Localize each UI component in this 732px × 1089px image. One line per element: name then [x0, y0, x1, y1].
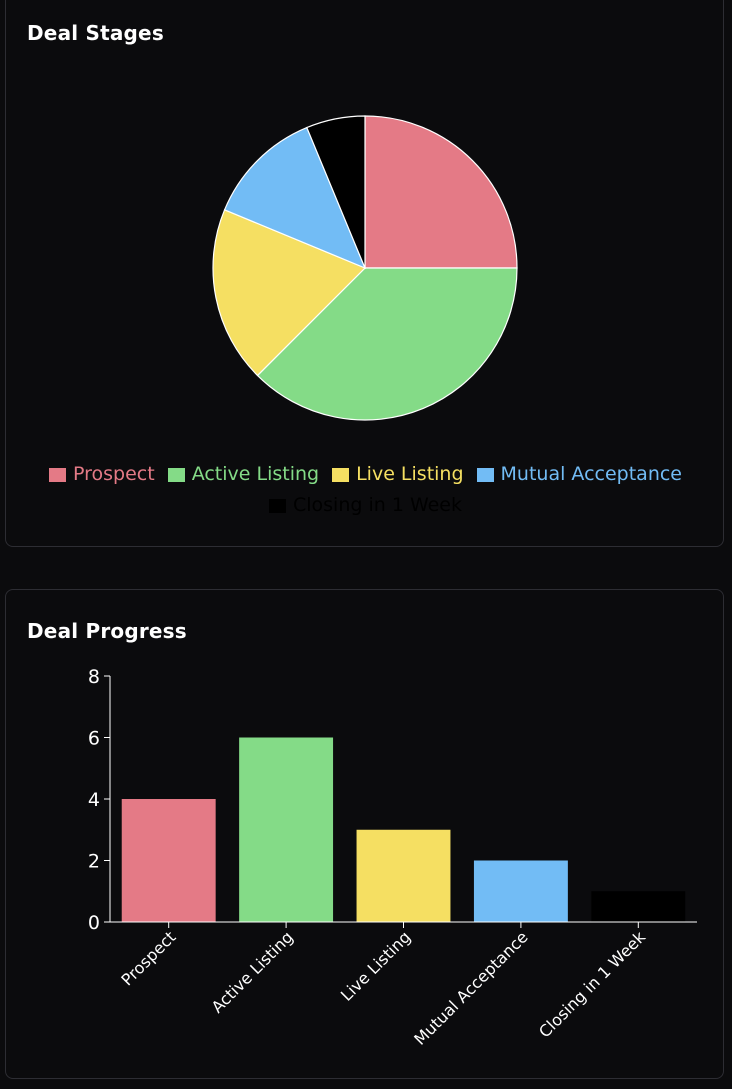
deal-progress-card: Deal Progress 0 2 4 6 8 Prospect Active Listin… [5, 589, 724, 1079]
pie-slice-live-listing[interactable] [212, 209, 367, 377]
legend-label: Live Listing [356, 463, 464, 485]
legend-swatch [268, 498, 286, 513]
pie-slice-mutual-acceptance[interactable] [223, 126, 367, 270]
deal-stages-title: Deal Stages [27, 21, 164, 45]
legend-item-closing-in-1-week[interactable]: Closing in 1 Week [268, 494, 463, 517]
legend-label: Closing in 1 Week [292, 494, 463, 516]
deal-stages-card: Deal Stages Prospect Active Listing Live L… [5, 0, 724, 547]
legend-label: Mutual Acceptance [500, 463, 682, 485]
deal-progress-title: Deal Progress [27, 619, 187, 643]
pie-slice-prospect[interactable] [364, 115, 518, 269]
legend-label: Prospect [73, 463, 155, 485]
bar-active-listing[interactable] [239, 737, 334, 923]
legend-swatch [332, 467, 350, 482]
legend-item-mutual-acceptance[interactable]: Mutual Acceptance [476, 463, 682, 486]
x-tick-label-prospect: Prospect [117, 927, 179, 989]
legend-swatch [167, 467, 185, 482]
bar-live-listing[interactable] [356, 829, 451, 922]
y-axis: 0 2 4 6 8 [88, 666, 111, 934]
legend-label: Active Listing [191, 463, 320, 485]
deal-progress-bar-chart: 0 2 4 6 8 Prospect Active Listing Live ListingM… [88, 666, 697, 1049]
bar-mutual-acceptance[interactable] [473, 860, 568, 923]
x-tick-label-live-listing: Live Listing [337, 927, 414, 1004]
y-tick-label: 8 [88, 666, 100, 688]
pie-slice-closing-in-1-week[interactable] [306, 115, 366, 269]
legend-swatch [476, 467, 494, 482]
y-tick-label: 4 [88, 789, 100, 811]
x-axis: Prospect Active Listing Live ListingMutual… [110, 921, 697, 1049]
x-tick-label-active-listing: Active Listing [208, 927, 297, 1016]
deal-stages-pie-chart [212, 115, 518, 421]
x-tick-label-closing-in-1-week: Closing in 1 Week [535, 927, 650, 1042]
legend-item-active-listing[interactable]: Active Listing [167, 463, 320, 486]
legend-item-prospect[interactable]: Prospect [49, 463, 155, 486]
x-tick-label-mutual-acceptance: Mutual Acceptance [410, 927, 531, 1048]
bar-prospect[interactable] [121, 799, 216, 922]
pie-slice-active-listing[interactable] [256, 267, 518, 421]
y-tick-label: 2 [88, 851, 100, 873]
y-tick-label: 0 [88, 912, 100, 934]
legend-swatch [49, 467, 66, 482]
bar-closing-in-1-week[interactable] [591, 891, 686, 922]
y-tick-label: 6 [88, 728, 100, 750]
deal-stages-legend: Prospect Active Listing Live Listing Mutual… [6, 463, 725, 517]
legend-item-live-listing[interactable]: Live Listing [332, 463, 464, 486]
